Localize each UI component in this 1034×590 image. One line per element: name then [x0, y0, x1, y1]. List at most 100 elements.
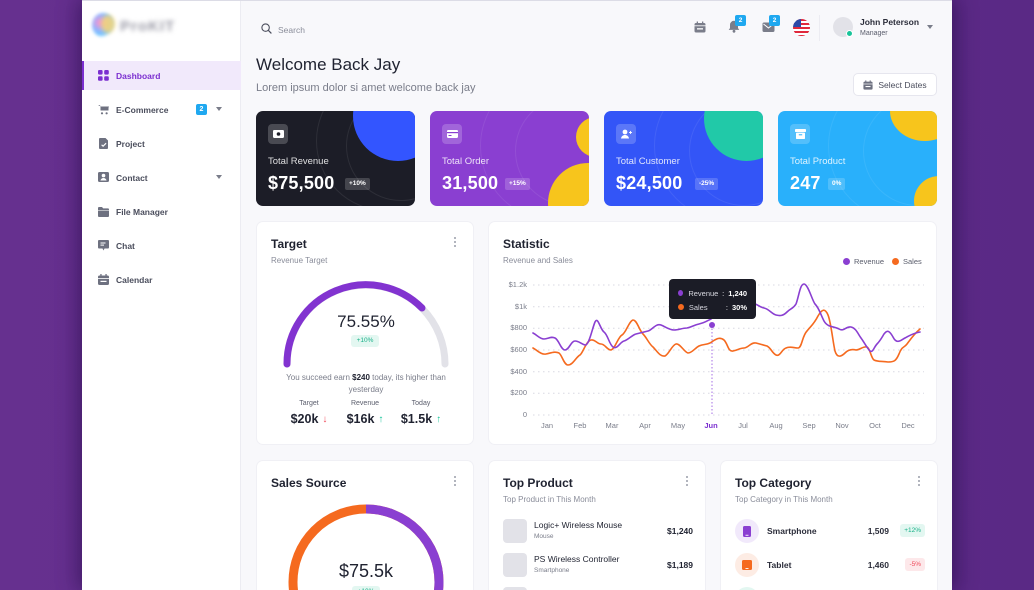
product-row[interactable]: Logic+ Wireless Mouse Mouse $1,240 [503, 519, 693, 545]
stat-change-badge: +15% [505, 178, 530, 190]
topbar: 2 2 John Peterson Manager [241, 1, 952, 53]
stat-value: $20k [290, 412, 319, 426]
us-flag-icon [793, 19, 810, 36]
credit-card-icon [446, 130, 458, 138]
panel-title: Sales Source [271, 476, 347, 490]
x-tick: Feb [573, 421, 587, 430]
stat-value: 31,500 [442, 173, 499, 193]
category-name: Smartphone [767, 526, 817, 536]
sales-source-value: $75.5k [338, 561, 394, 581]
app-window: ProKIT Dashboard E-Commerce 2 [82, 0, 952, 590]
topbar-divider [819, 15, 820, 41]
category-name: Tablet [767, 560, 792, 570]
sidebar-item-chat[interactable]: Chat [82, 231, 241, 260]
category-row[interactable] [735, 587, 925, 590]
legend-sales[interactable]: Sales [892, 257, 922, 266]
top-product-panel: Top Product Top Product in This Month Lo… [488, 460, 706, 590]
decor-ring [828, 111, 937, 206]
message-amount: $240 [352, 373, 370, 382]
sidebar-item-project[interactable]: Project [82, 129, 241, 158]
stat-card-total-product[interactable]: Total Product 247 0% [778, 111, 937, 206]
stat-card-total-revenue[interactable]: Total Revenue $75,500 +10% [256, 111, 415, 206]
box-icon-wrap [790, 124, 810, 144]
panel-subtitle: Revenue and Sales [503, 256, 573, 265]
more-options-icon[interactable] [452, 236, 458, 248]
x-tick-active: Jun [704, 421, 718, 430]
sidebar-item-label: Calendar [116, 274, 153, 285]
category-change-badge: +12% [900, 524, 925, 537]
search-input[interactable] [278, 25, 398, 35]
panel-subtitle: Top Product in This Month [503, 495, 596, 504]
more-options-icon[interactable] [684, 475, 690, 487]
chevron-down-icon[interactable] [216, 107, 222, 111]
language-selector[interactable] [793, 19, 810, 36]
sidebar-item-e-commerce[interactable]: E-Commerce 2 [82, 95, 241, 124]
more-options-icon[interactable] [452, 475, 458, 487]
logo-mark-accent [101, 15, 115, 33]
calendar-button[interactable] [694, 20, 708, 34]
x-tick: Mar [605, 421, 619, 430]
calendar-icon [98, 274, 109, 285]
stat-value: $75,500 [268, 173, 335, 193]
chevron-down-icon[interactable] [216, 175, 222, 179]
panel-title: Top Product [503, 476, 573, 490]
product-price: $1,189 [667, 560, 693, 570]
stat-value: $24,500 [616, 173, 683, 193]
target-stat-target: Target $20k ↓ [279, 400, 339, 426]
sidebar-item-calendar[interactable]: Calendar [82, 265, 241, 294]
statistic-line-chart [532, 283, 924, 416]
category-row[interactable]: Smartphone 1,509 +12% [735, 519, 925, 545]
user-menu[interactable]: John Peterson Manager [833, 17, 943, 41]
category-count: 1,460 [867, 560, 889, 570]
product-row[interactable]: Xiaomi Mechanical Keyboard [503, 587, 693, 590]
chevron-down-icon[interactable] [927, 25, 933, 29]
stat-label: Total Revenue [268, 156, 329, 167]
sidebar-item-contact[interactable]: Contact [82, 163, 241, 192]
e-commerce-badge: 2 [196, 104, 207, 115]
stat-change-badge: +10% [345, 178, 370, 190]
x-tick: Sep [802, 421, 816, 430]
logo[interactable]: ProKIT [92, 13, 182, 39]
category-row[interactable]: Tablet 1,460 -5% [735, 553, 925, 579]
notifications-button[interactable]: 2 [728, 15, 746, 34]
arrow-up-icon: ↑ [436, 413, 442, 425]
messages-button[interactable]: 2 [762, 15, 780, 34]
sidebar-item-label: Dashboard [116, 70, 161, 81]
tablet-icon [735, 553, 759, 577]
sidebar-item-file-manager[interactable]: File Manager [82, 197, 241, 226]
decor-blob [576, 117, 589, 157]
x-tick: Apr [639, 421, 651, 430]
product-row[interactable]: PS Wireless Controller Smartphone $1,189 [503, 553, 693, 579]
more-options-icon[interactable] [916, 475, 922, 487]
user-plus-icon-wrap [616, 124, 636, 144]
notifications-badge: 2 [735, 15, 746, 26]
product-thumbnail [503, 587, 527, 590]
stat-label: Today [411, 400, 431, 407]
legend-revenue[interactable]: Revenue [843, 257, 884, 266]
active-point[interactable] [709, 322, 715, 328]
y-tick: 0 [522, 410, 527, 419]
smartphone-icon [735, 519, 759, 543]
stat-card-total-order[interactable]: Total Order 31,500 +15% [430, 111, 589, 206]
stat-card-total-customer[interactable]: Total Customer $24,500 -25% [604, 111, 763, 206]
tooltip-value: 1,240 [728, 288, 747, 298]
x-tick: May [670, 421, 686, 430]
sidebar-item-dashboard[interactable]: Dashboard [82, 61, 241, 90]
user-role: Manager [860, 30, 888, 37]
y-tick: $1.2k [508, 280, 527, 289]
x-tick: Aug [769, 421, 783, 430]
product-thumbnail [503, 553, 527, 577]
product-thumbnail [503, 519, 527, 543]
target-stat-today: Today $1.5k ↑ [391, 400, 451, 426]
y-tick: $800 [510, 323, 527, 332]
panel-title: Top Category [735, 476, 812, 490]
search-bar[interactable] [261, 21, 398, 39]
decor-ring [654, 111, 763, 206]
select-dates-button[interactable]: Select Dates [853, 73, 937, 96]
tooltip-value: 30% [731, 302, 747, 312]
category-count: 1,509 [867, 526, 889, 536]
folder-icon [98, 206, 109, 217]
stat-value: 247 [790, 173, 821, 193]
stat-value: $16k [346, 412, 375, 426]
category-icon [735, 587, 759, 590]
